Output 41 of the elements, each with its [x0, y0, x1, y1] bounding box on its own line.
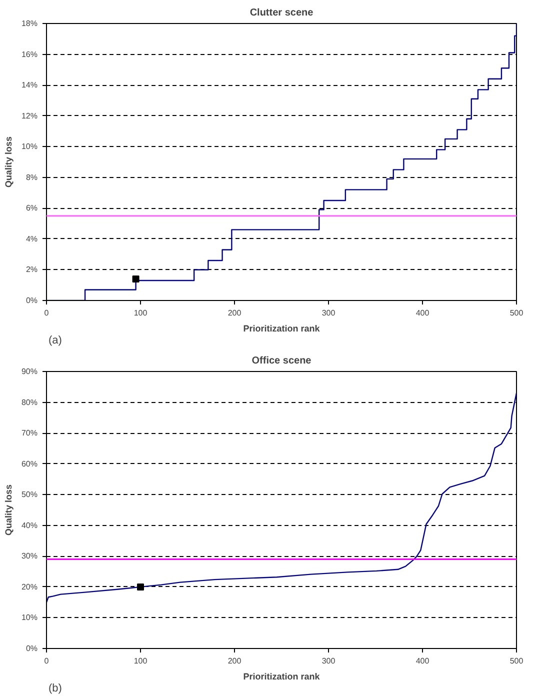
y-tick-label: 14%	[21, 80, 38, 90]
y-tick-label: 70%	[21, 428, 38, 438]
x-tick-label: 400	[416, 308, 430, 318]
y-axis-title: Quality loss	[3, 136, 14, 188]
y-tick-label: 30%	[21, 552, 38, 561]
x-tick-label: 100	[134, 308, 148, 318]
y-tick-label: 40%	[21, 520, 38, 530]
y-axis-title: Quality loss	[3, 484, 14, 536]
x-tick-label: 500	[510, 656, 524, 666]
y-tick-label: 50%	[21, 490, 38, 500]
y-tick-label: 16%	[21, 50, 38, 59]
y-tick-label: 0%	[26, 644, 38, 653]
x-tick-label: 500	[510, 308, 524, 318]
y-tick-label: 0%	[26, 296, 38, 305]
y-tick-label: 2%	[26, 265, 38, 274]
chart-title: Office scene	[252, 356, 312, 366]
x-tick-label: 400	[416, 656, 430, 666]
y-tick-label: 60%	[21, 459, 38, 468]
x-tick-label: 200	[228, 656, 242, 666]
x-tick-label: 300	[322, 656, 336, 666]
x-tick-label: 200	[228, 308, 242, 318]
y-tick-label: 6%	[26, 204, 38, 213]
y-tick-label: 10%	[21, 142, 38, 152]
x-tick-label: 0	[44, 308, 50, 318]
x-tick-label: 100	[134, 656, 148, 666]
chart-title: Clutter scene	[250, 8, 314, 18]
line-series	[46, 392, 516, 603]
text: (b)	[48, 682, 62, 694]
y-tick-label: 90%	[21, 367, 38, 376]
y-tick-label: 8%	[26, 172, 38, 182]
y-tick-label: 80%	[21, 398, 38, 407]
text: (a)	[48, 334, 62, 346]
x-tick-label: 0	[44, 656, 50, 666]
y-tick-label: 10%	[21, 613, 38, 622]
x-axis-title: Prioritization rank	[243, 672, 321, 682]
x-tick-label: 300	[322, 308, 336, 318]
y-tick-label: 4%	[26, 234, 38, 244]
y-tick-label: 12%	[21, 111, 38, 120]
x-axis-title: Prioritization rank	[243, 324, 321, 334]
y-tick-label: 18%	[21, 19, 38, 28]
y-tick-label: 20%	[21, 582, 38, 592]
